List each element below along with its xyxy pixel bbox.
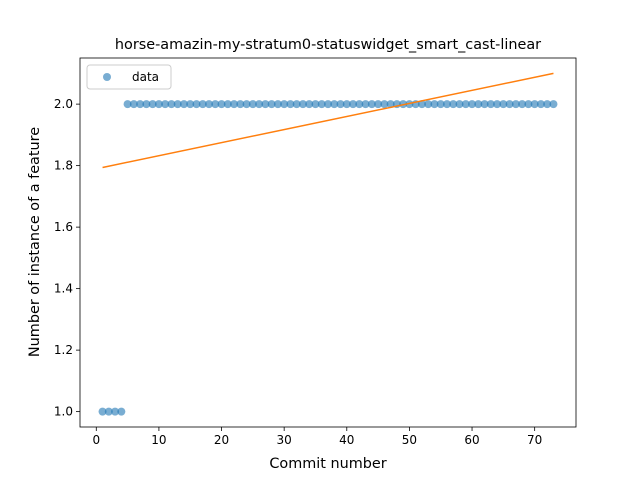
data-point — [161, 100, 170, 109]
data-point — [230, 100, 239, 109]
data-point — [505, 100, 514, 109]
legend-label: data — [132, 70, 159, 84]
data-point — [179, 100, 188, 109]
data-point — [129, 100, 138, 109]
data-point — [173, 100, 182, 109]
data-point — [518, 100, 527, 109]
data-point — [543, 100, 552, 109]
data-point — [424, 100, 433, 109]
data-point — [136, 100, 145, 109]
data-point — [223, 100, 232, 109]
data-point — [486, 100, 495, 109]
data-point — [374, 100, 383, 109]
data-point — [536, 100, 545, 109]
data-point — [111, 407, 120, 416]
fit-line — [102, 72, 554, 169]
data-point — [530, 100, 539, 109]
data-point — [142, 100, 151, 109]
data-point — [305, 100, 314, 109]
data-point — [167, 100, 176, 109]
legend-marker — [103, 73, 111, 81]
x-tick-label: 10 — [151, 433, 166, 447]
y-tick-label: 1.2 — [54, 343, 73, 357]
data-point — [186, 100, 195, 109]
data-point — [98, 407, 107, 416]
data-point — [436, 100, 445, 109]
chart-title: horse-amazin-my-stratum0-statuswidget_sm… — [115, 37, 541, 53]
x-tick-label: 20 — [214, 433, 229, 447]
axes-frame — [79, 57, 577, 428]
data-point — [511, 100, 520, 109]
data-point — [468, 100, 477, 109]
data-point — [205, 100, 214, 109]
data-point — [104, 407, 113, 416]
data-point — [248, 100, 257, 109]
data-point — [123, 100, 132, 109]
y-tick-label: 2.0 — [54, 97, 73, 111]
y-tick-label: 1.0 — [54, 405, 73, 419]
data-point — [117, 407, 126, 416]
plot-area: 0 10 20 30 40 50 60 70 1.0 1.2 1.4 1.6 1.8 2.0 — [54, 57, 577, 447]
y-tick-label: 1.6 — [54, 220, 73, 234]
data-point — [273, 100, 282, 109]
x-tick-label: 30 — [277, 433, 292, 447]
x-tick-label: 60 — [464, 433, 479, 447]
data-point — [317, 100, 326, 109]
data-point — [342, 100, 351, 109]
data-point — [267, 100, 276, 109]
data-point — [217, 100, 226, 109]
data-point — [430, 100, 439, 109]
x-tick-label: 40 — [339, 433, 354, 447]
x-tick-label: 0 — [92, 433, 100, 447]
data-point — [549, 100, 558, 109]
legend: data — [86, 64, 172, 90]
y-tick-label: 1.8 — [54, 159, 73, 173]
data-point — [324, 100, 332, 109]
data-point — [211, 100, 220, 109]
data-point — [330, 100, 339, 109]
legend-box — [86, 64, 172, 90]
data-point — [442, 100, 451, 109]
data-point — [236, 100, 245, 109]
data-point — [192, 100, 201, 109]
y-axis-label: Number of instance of a feature — [27, 127, 43, 357]
data-point — [242, 100, 251, 109]
y-tick-label: 1.4 — [54, 282, 73, 296]
data-point — [455, 100, 464, 109]
data-point — [148, 100, 157, 109]
data-point — [336, 100, 345, 109]
data-point — [524, 100, 533, 109]
data-point — [355, 100, 364, 109]
data-point — [311, 100, 320, 109]
data-point — [154, 100, 163, 109]
data-point — [380, 100, 389, 109]
data-point — [493, 100, 502, 109]
data-point — [349, 100, 358, 109]
data-point — [292, 100, 301, 109]
data-point — [255, 100, 264, 109]
data-point — [261, 100, 270, 109]
data-point — [367, 100, 376, 109]
data-point — [361, 100, 370, 109]
data-point — [286, 100, 295, 109]
data-point — [474, 100, 483, 109]
data-point — [298, 100, 307, 109]
data-point — [480, 100, 489, 109]
data-point — [417, 100, 426, 109]
data-point — [449, 100, 458, 109]
data-point — [499, 100, 508, 109]
data-point — [198, 100, 207, 109]
data-point — [280, 100, 289, 109]
x-tick-label: 50 — [402, 433, 417, 447]
x-tick-label: 70 — [527, 433, 542, 447]
x-axis-label: Commit number — [269, 456, 386, 472]
data-point — [461, 100, 470, 109]
data-point — [386, 100, 395, 109]
